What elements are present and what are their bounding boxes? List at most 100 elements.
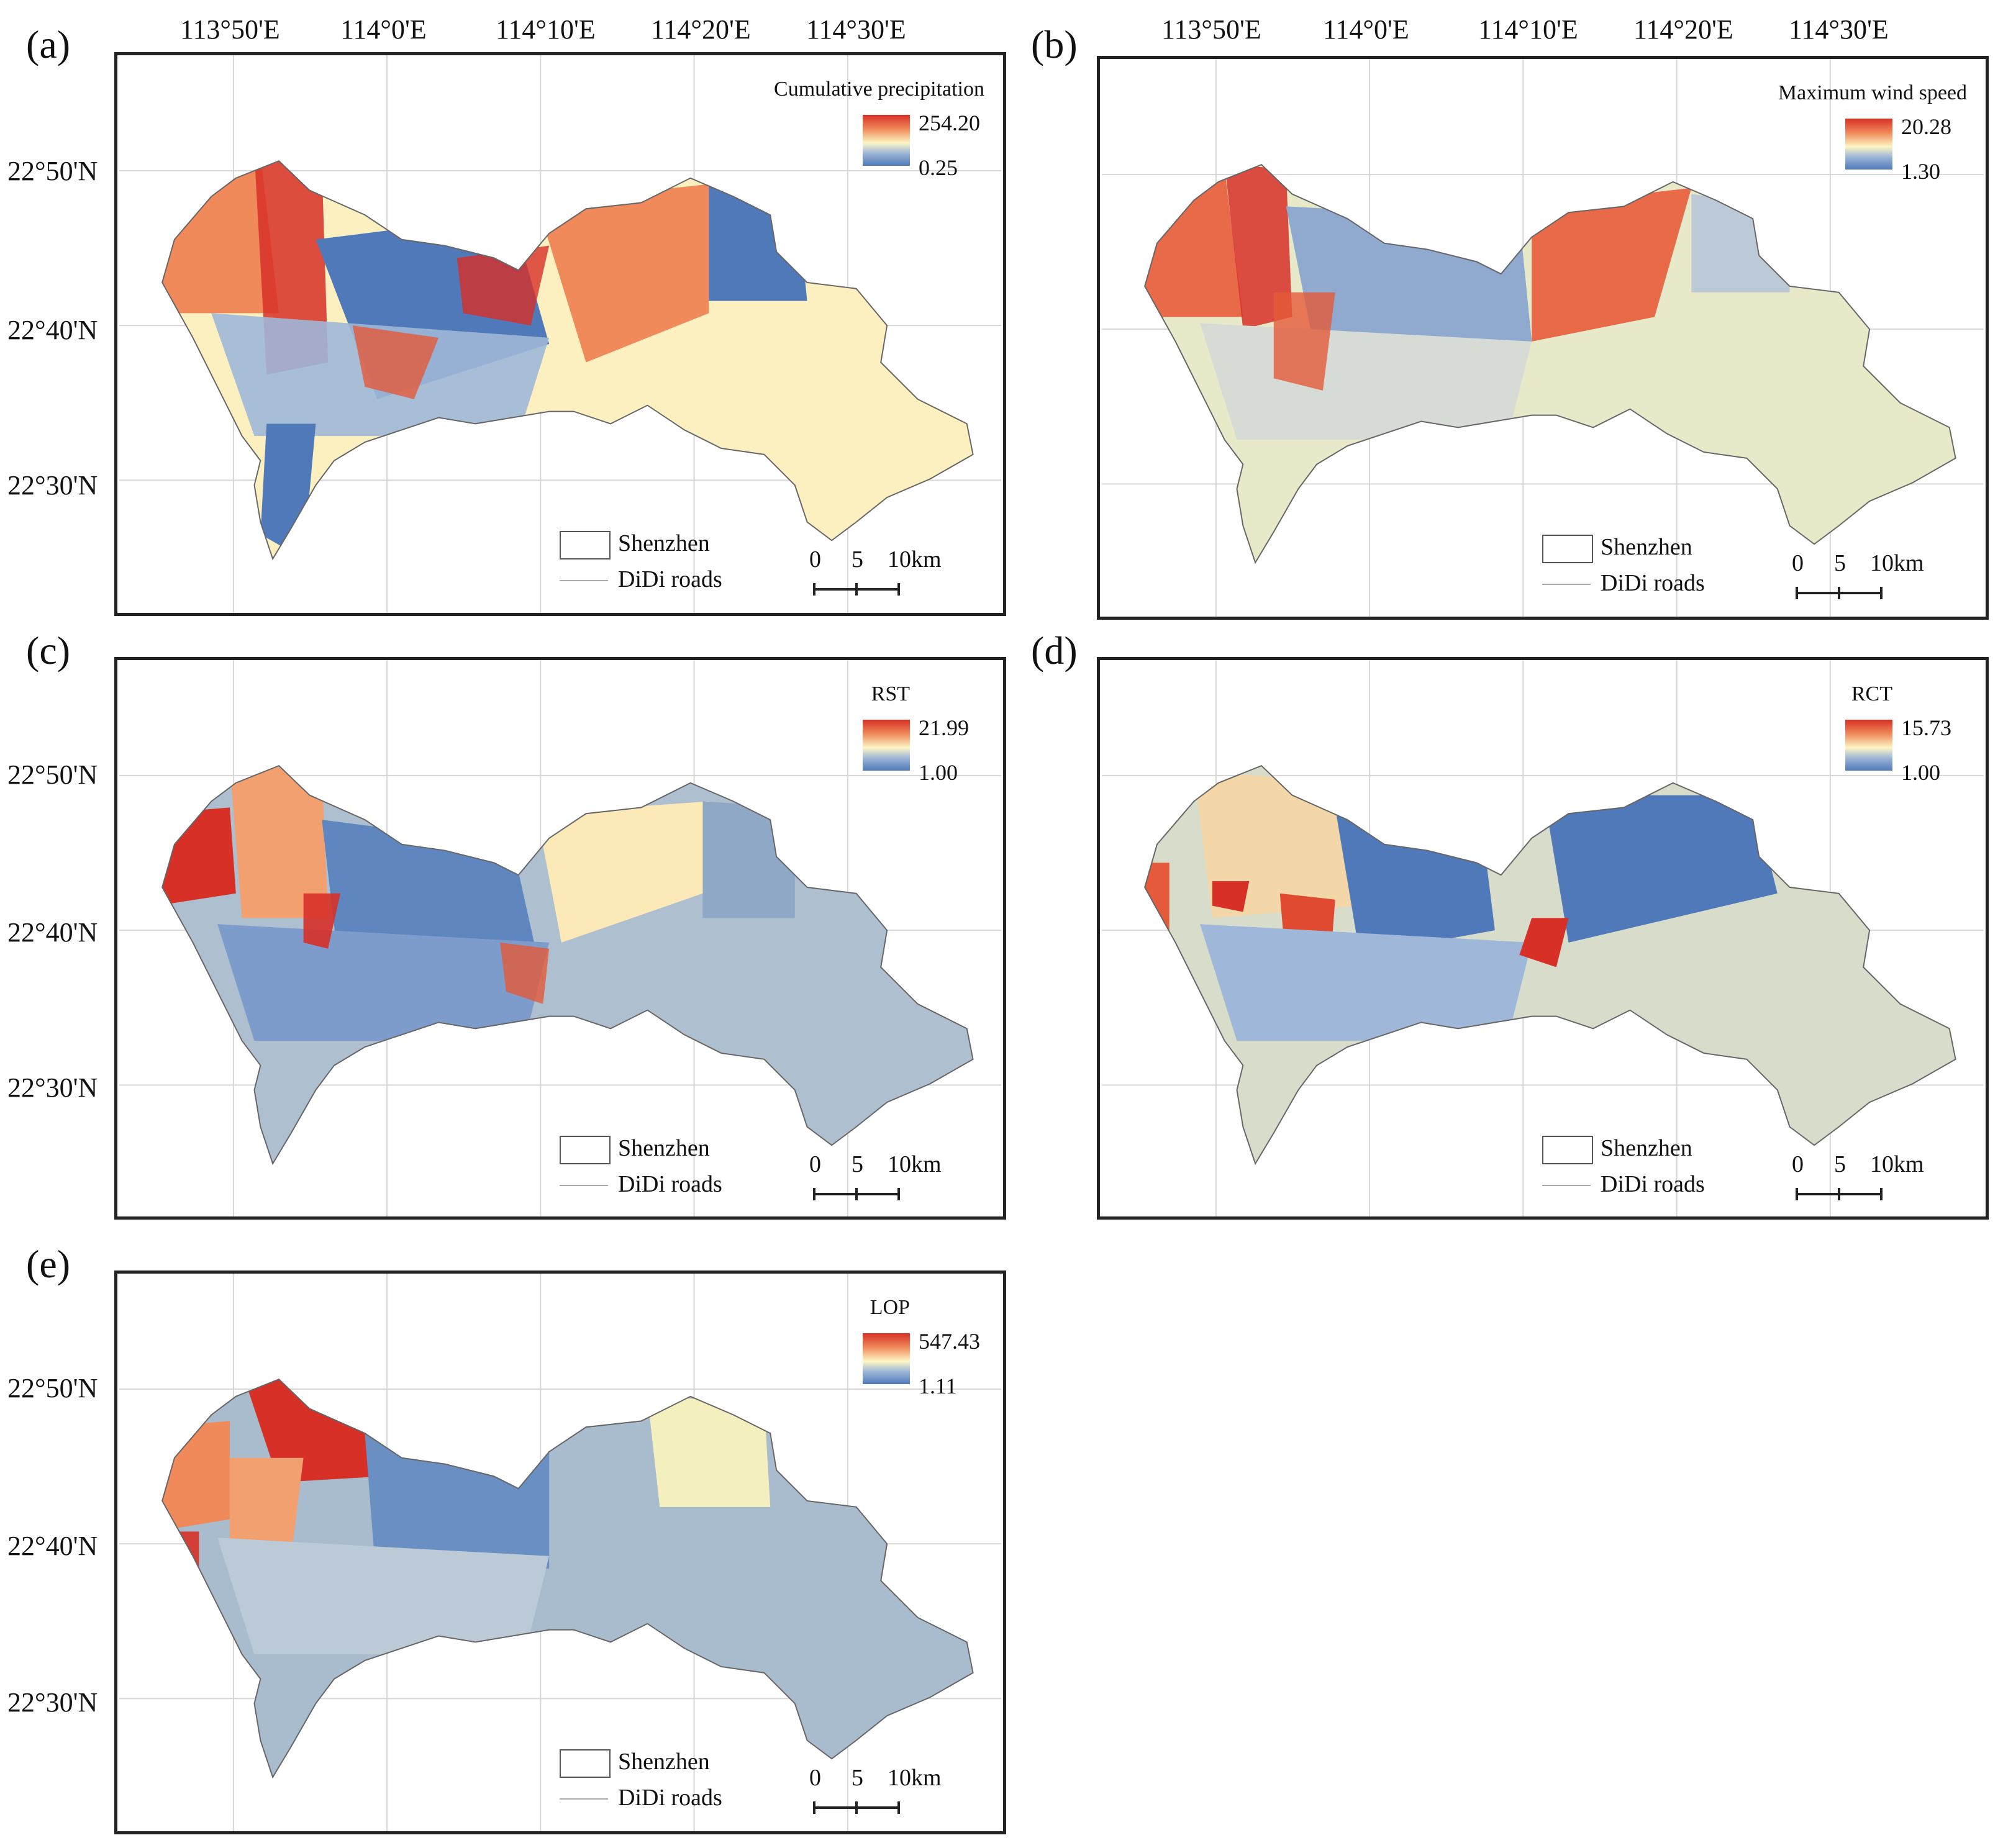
map-frame-d: RCT 15.73 1.00 Shenzhen DiDi roads 0 5 1… bbox=[1097, 657, 1989, 1220]
scale-tick bbox=[1796, 587, 1798, 599]
legend-roads-label-a: DiDi roads bbox=[618, 566, 722, 592]
lon-label-1: 113°50'E bbox=[180, 14, 280, 45]
scale-tick bbox=[1838, 587, 1840, 599]
legend-shenzhen-swatch-c bbox=[560, 1136, 611, 1164]
map-d bbox=[1101, 660, 1984, 1216]
city-boundary-d bbox=[1144, 764, 1956, 1166]
lon-label-5: 114°30'E bbox=[1789, 14, 1889, 45]
scale-tick bbox=[1880, 587, 1883, 599]
scale-zero-d: 0 bbox=[1792, 1151, 1804, 1177]
legend-title-a: Cumulative precipitation bbox=[774, 78, 984, 101]
scale-zero-e: 0 bbox=[809, 1765, 821, 1791]
legend-roads-label-d: DiDi roads bbox=[1601, 1171, 1705, 1197]
scale-tick bbox=[897, 1188, 900, 1200]
city-boundary-c bbox=[161, 764, 974, 1166]
city-boundary-b bbox=[1144, 163, 1956, 564]
map-frame-c: RST 21.99 1.00 Shenzhen DiDi roads 0 5 1… bbox=[114, 657, 1006, 1220]
legend-colorbar-c bbox=[863, 720, 910, 771]
legend-shenzhen-label-b: Shenzhen bbox=[1601, 534, 1692, 560]
legend-max-c: 21.99 bbox=[919, 715, 969, 740]
legend-title-b: Maximum wind speed bbox=[1778, 81, 1967, 104]
scale-tick bbox=[897, 1801, 900, 1814]
legend-shenzhen-swatch-b bbox=[1542, 535, 1593, 563]
scale-tick bbox=[1880, 1188, 1883, 1200]
lat-label-2: 22°40'N bbox=[7, 917, 98, 948]
lat-label-2: 22°40'N bbox=[7, 1531, 98, 1561]
legend-roads-swatch-d bbox=[1542, 1185, 1591, 1186]
legend-max-e: 547.43 bbox=[919, 1329, 980, 1354]
legend-roads-swatch-c bbox=[560, 1185, 608, 1186]
map-frame-e: LOP 547.43 1.11 Shenzhen DiDi roads 0 5 … bbox=[114, 1270, 1006, 1834]
panel-label-b: (b) bbox=[1031, 22, 1078, 66]
legend-roads-swatch-e bbox=[560, 1798, 608, 1800]
panel-label-c: (c) bbox=[26, 628, 71, 673]
scale-five-c: 5 bbox=[852, 1151, 863, 1177]
lon-label-4: 114°20'E bbox=[651, 14, 751, 45]
legend-min-a: 0.25 bbox=[919, 155, 958, 180]
legend-roads-label-c: DiDi roads bbox=[618, 1171, 722, 1197]
scale-ten-d: 10km bbox=[1870, 1151, 1924, 1177]
scale-five-a: 5 bbox=[852, 546, 863, 573]
scale-zero-c: 0 bbox=[809, 1151, 821, 1177]
map-b bbox=[1101, 59, 1984, 617]
legend-colorbar-e bbox=[863, 1333, 910, 1384]
legend-shenzhen-label-c: Shenzhen bbox=[618, 1135, 710, 1161]
scale-ten-a: 10km bbox=[888, 546, 942, 573]
scale-five-d: 5 bbox=[1834, 1151, 1846, 1177]
legend-title-e: LOP bbox=[870, 1296, 910, 1319]
scale-tick bbox=[813, 583, 815, 596]
scale-tick bbox=[1796, 1188, 1798, 1200]
legend-shenzhen-swatch-a bbox=[560, 531, 611, 559]
scale-tick bbox=[855, 1801, 858, 1814]
scale-tick bbox=[813, 1801, 815, 1814]
legend-min-c: 1.00 bbox=[919, 760, 958, 785]
legend-roads-swatch-a bbox=[560, 580, 608, 581]
legend-colorbar-a bbox=[863, 115, 910, 166]
scale-tick bbox=[813, 1188, 815, 1200]
map-frame-b: Maximum wind speed 20.28 1.30 Shenzhen D… bbox=[1097, 56, 1989, 620]
legend-min-b: 1.30 bbox=[1901, 159, 1940, 184]
legend-max-a: 254.20 bbox=[919, 111, 980, 135]
scale-tick bbox=[897, 583, 900, 596]
scale-tick bbox=[855, 583, 858, 596]
legend-min-d: 1.00 bbox=[1901, 760, 1940, 785]
lat-label-1: 22°50'N bbox=[7, 759, 98, 790]
scale-tick bbox=[1838, 1188, 1840, 1200]
lon-label-2: 114°0'E bbox=[1323, 14, 1409, 45]
lon-label-3: 114°10'E bbox=[1478, 14, 1578, 45]
legend-shenzhen-label-d: Shenzhen bbox=[1601, 1135, 1692, 1161]
scale-ten-b: 10km bbox=[1870, 550, 1924, 576]
scale-zero-b: 0 bbox=[1792, 550, 1804, 576]
scale-five-b: 5 bbox=[1834, 550, 1846, 576]
legend-roads-swatch-b bbox=[1542, 584, 1591, 585]
panel-label-d: (d) bbox=[1031, 628, 1078, 673]
panel-label-e: (e) bbox=[26, 1242, 71, 1286]
scale-five-e: 5 bbox=[852, 1765, 863, 1791]
legend-shenzhen-swatch-d bbox=[1542, 1136, 1593, 1164]
legend-colorbar-b bbox=[1845, 119, 1892, 170]
scale-tick bbox=[855, 1188, 858, 1200]
lon-label-2: 114°0'E bbox=[340, 14, 427, 45]
lat-label-1: 22°50'N bbox=[7, 156, 98, 186]
legend-title-c: RST bbox=[871, 682, 910, 705]
lon-label-5: 114°30'E bbox=[806, 14, 906, 45]
lat-label-1: 22°50'N bbox=[7, 1373, 98, 1403]
lat-label-3: 22°30'N bbox=[7, 1072, 98, 1103]
legend-roads-label-b: DiDi roads bbox=[1601, 570, 1705, 596]
panel-label-a: (a) bbox=[26, 22, 71, 66]
legend-shenzhen-label-a: Shenzhen bbox=[618, 530, 710, 556]
legend-max-d: 15.73 bbox=[1901, 715, 1951, 740]
legend-title-d: RCT bbox=[1851, 682, 1892, 705]
legend-shenzhen-swatch-e bbox=[560, 1749, 611, 1778]
lon-label-1: 113°50'E bbox=[1161, 14, 1261, 45]
lat-label-3: 22°30'N bbox=[7, 1687, 98, 1718]
lat-label-3: 22°30'N bbox=[7, 470, 98, 500]
legend-shenzhen-label-e: Shenzhen bbox=[618, 1749, 710, 1775]
scale-ten-e: 10km bbox=[888, 1765, 942, 1791]
scale-zero-a: 0 bbox=[809, 546, 821, 573]
lat-label-2: 22°40'N bbox=[7, 315, 98, 345]
map-e bbox=[119, 1274, 1002, 1831]
legend-min-e: 1.11 bbox=[919, 1374, 957, 1398]
map-frame-a: Cumulative precipitation 254.20 0.25 She… bbox=[114, 52, 1006, 616]
legend-max-b: 20.28 bbox=[1901, 114, 1951, 139]
